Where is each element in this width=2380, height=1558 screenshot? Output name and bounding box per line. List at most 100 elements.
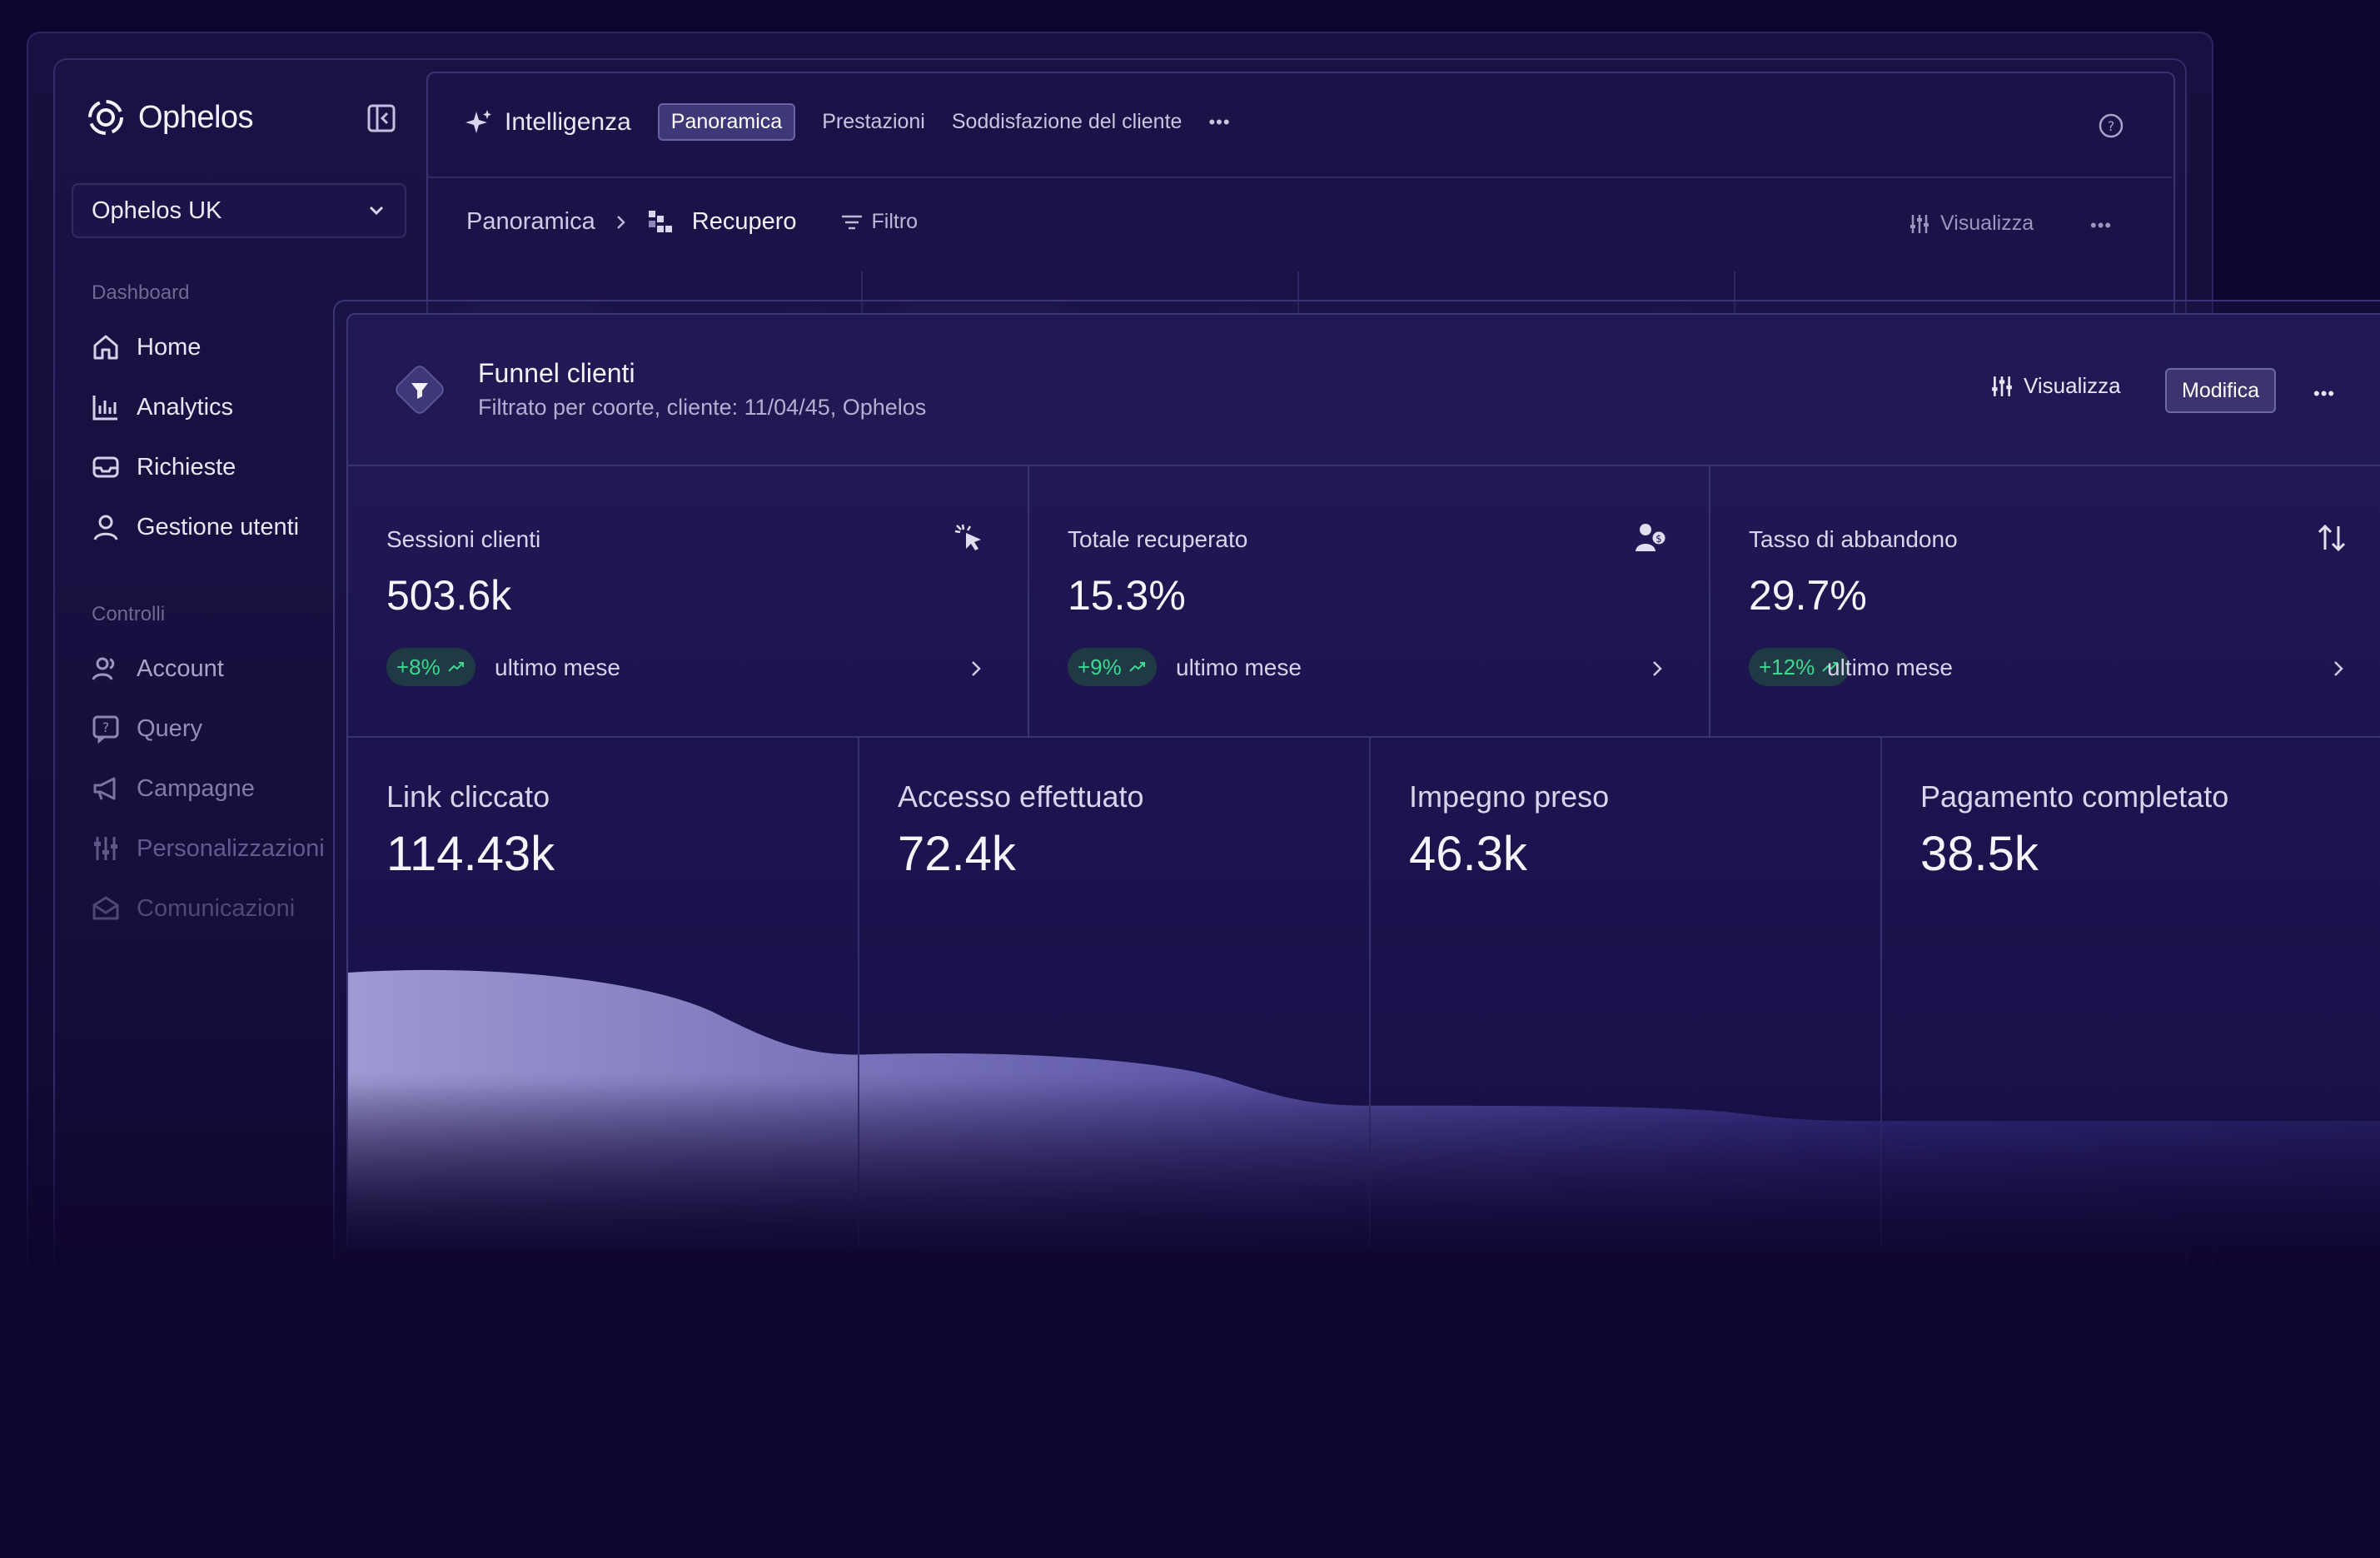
- sidebar-section-dashboard: Dashboard: [92, 281, 190, 304]
- cursor-click-icon: [954, 524, 981, 550]
- brand-name: Ophelos: [138, 99, 254, 135]
- kpi-label: Totale recuperato: [1068, 526, 1248, 552]
- analytics-icon: [90, 391, 122, 423]
- funnel-stage: Pagamento completato 38.5k: [1882, 738, 2380, 1247]
- sliders-icon: [1992, 376, 2012, 396]
- breadcrumb: Panoramica Recupero Filtro: [466, 208, 918, 236]
- edit-button[interactable]: Modifica: [2165, 368, 2277, 413]
- chevron-down-icon: [369, 206, 384, 216]
- sidebar-item-account[interactable]: Account: [90, 653, 224, 684]
- sidebar-item-label: Home: [137, 333, 202, 361]
- sparkle-icon: [466, 109, 491, 133]
- trend-up-icon: [448, 662, 464, 672]
- sidebar-item-label: Query: [137, 714, 202, 742]
- trend-up-icon: [1822, 662, 1839, 672]
- view-button[interactable]: Visualizza: [1990, 373, 2121, 399]
- card-title: Funnel clienti: [478, 358, 635, 388]
- sidebar-item-personalizzazioni[interactable]: Personalizzazioni: [90, 833, 325, 864]
- brand-logo[interactable]: Ophelos: [85, 97, 254, 138]
- kpi-period: ultimo mese: [495, 655, 620, 680]
- kpi-change-badge: +8%: [386, 648, 476, 686]
- users-icon: [90, 653, 122, 684]
- sidebar-item-label: Comunicazioni: [137, 894, 296, 922]
- funnel-stage-value: 72.4k: [898, 827, 1016, 881]
- org-select[interactable]: Ophelos UK: [72, 183, 406, 238]
- sidebar-item-richieste[interactable]: Richieste: [90, 451, 236, 483]
- kpi-card[interactable]: Tasso di abbandono 29.7% +12% ultimo mes…: [1710, 466, 2380, 736]
- sliders-icon: [1910, 214, 1929, 233]
- kpi-card[interactable]: Totale recuperato $ 15.3% +9% ultimo mes…: [1029, 466, 1710, 736]
- sidebar-collapse-icon[interactable]: [366, 103, 396, 133]
- chevron-right-icon[interactable]: [2330, 658, 2347, 679]
- sidebar-item-query[interactable]: ? Query: [90, 713, 202, 744]
- funnel-stage: Accesso effettuato 72.4k: [859, 738, 1371, 1247]
- card-subtitle: Filtrato per coorte, cliente: 11/04/45, …: [478, 395, 927, 420]
- kpi-period: ultimo mese: [1176, 655, 1302, 680]
- card-header: Funnel clienti Filtrato per coorte, clie…: [348, 315, 2380, 466]
- kpi-value: 15.3%: [1068, 572, 1186, 619]
- svg-text:?: ?: [2108, 118, 2115, 134]
- user-icon: [90, 511, 122, 543]
- funnel-stage-value: 46.3k: [1409, 827, 1527, 881]
- bottom-fade: [0, 1083, 2380, 1558]
- trend-up-icon: [1129, 662, 1145, 672]
- funnel-stage-label: Link cliccato: [386, 779, 550, 814]
- kpi-label: Tasso di abbandono: [1749, 526, 1958, 552]
- sidebar-item-home[interactable]: Home: [90, 331, 201, 363]
- tab-prestazioni[interactable]: Prestazioni: [822, 110, 925, 133]
- chevron-right-icon[interactable]: [1649, 658, 1666, 679]
- view-button-top[interactable]: Visualizza: [1909, 212, 2034, 236]
- funnel-stage-value: 114.43k: [386, 827, 555, 881]
- sidebar-item-label: Richieste: [137, 453, 237, 480]
- breadcrumb-root[interactable]: Panoramica: [466, 208, 595, 235]
- kpi-card[interactable]: Sessioni clienti 503.6k +8% ultimo mese: [348, 466, 1029, 736]
- ophelos-logo-icon: [88, 100, 123, 135]
- kpi-change-badge: +12%: [1749, 648, 1850, 686]
- inbox-icon: [90, 451, 122, 483]
- kpi-change: +9%: [1078, 654, 1122, 679]
- sidebar-item-label: Analytics: [137, 393, 234, 421]
- sidebar-item-gestione-utenti[interactable]: Gestione utenti: [90, 511, 299, 543]
- section-intelligenza[interactable]: Intelligenza: [465, 108, 631, 137]
- more-options-top[interactable]: •••: [2090, 215, 2113, 236]
- sidebar-item-analytics[interactable]: Analytics: [90, 391, 233, 423]
- funnel-diamond-icon: [396, 366, 444, 414]
- funnel-stage: Link cliccato 114.43k: [348, 738, 859, 1247]
- sidebar-item-label: Campagne: [137, 774, 255, 802]
- sidebar-item-label: Account: [137, 655, 224, 682]
- filter-lines-icon: [841, 215, 862, 229]
- kpi-value: 29.7%: [1749, 572, 1867, 619]
- funnel-stage-label: Pagamento completato: [1920, 779, 2229, 814]
- kpi-change: +8%: [396, 654, 441, 679]
- chevron-right-icon: [616, 215, 625, 229]
- megaphone-icon: [90, 773, 122, 804]
- kpi-row: Sessioni clienti 503.6k +8% ultimo mese …: [348, 466, 2380, 738]
- funnel-stage-label: Accesso effettuato: [898, 779, 1144, 814]
- funnel-stage-label: Impegno preso: [1409, 779, 1610, 814]
- breadcrumb-current: Recupero: [691, 208, 797, 235]
- chevron-right-icon[interactable]: [968, 658, 984, 679]
- header-tabs: Intelligenza Panoramica Prestazioni Sodd…: [465, 103, 1231, 141]
- kpi-value: 503.6k: [386, 572, 512, 619]
- tabs-more-button[interactable]: •••: [1208, 111, 1231, 132]
- card-more-button[interactable]: •••: [2313, 383, 2336, 404]
- tab-panoramica[interactable]: Panoramica: [657, 103, 796, 141]
- kpi-label: Sessioni clienti: [386, 526, 541, 552]
- section-title: Intelligenza: [505, 107, 631, 136]
- question-icon: ?: [90, 713, 122, 744]
- sidebar-item-label: Gestione utenti: [137, 513, 300, 540]
- home-icon: [90, 331, 122, 363]
- help-icon[interactable]: ?: [2097, 112, 2125, 140]
- tab-soddisfazione[interactable]: Soddisfazione del cliente: [951, 110, 1183, 133]
- header-divider: [428, 177, 2172, 178]
- funnel-stage-value: 38.5k: [1920, 827, 2039, 881]
- sidebar-section-controlli: Controlli: [92, 603, 166, 625]
- sidebar-item-comunicazioni[interactable]: Comunicazioni: [90, 893, 295, 924]
- kpi-period: ultimo mese: [1827, 655, 1953, 680]
- blocks-icon: [648, 210, 672, 232]
- mail-icon: [90, 893, 122, 924]
- filter-label: Filtro: [871, 210, 919, 233]
- org-select-value: Ophelos UK: [92, 197, 222, 224]
- sidebar-item-campagne[interactable]: Campagne: [90, 773, 255, 804]
- filter-button[interactable]: Filtro: [840, 210, 919, 234]
